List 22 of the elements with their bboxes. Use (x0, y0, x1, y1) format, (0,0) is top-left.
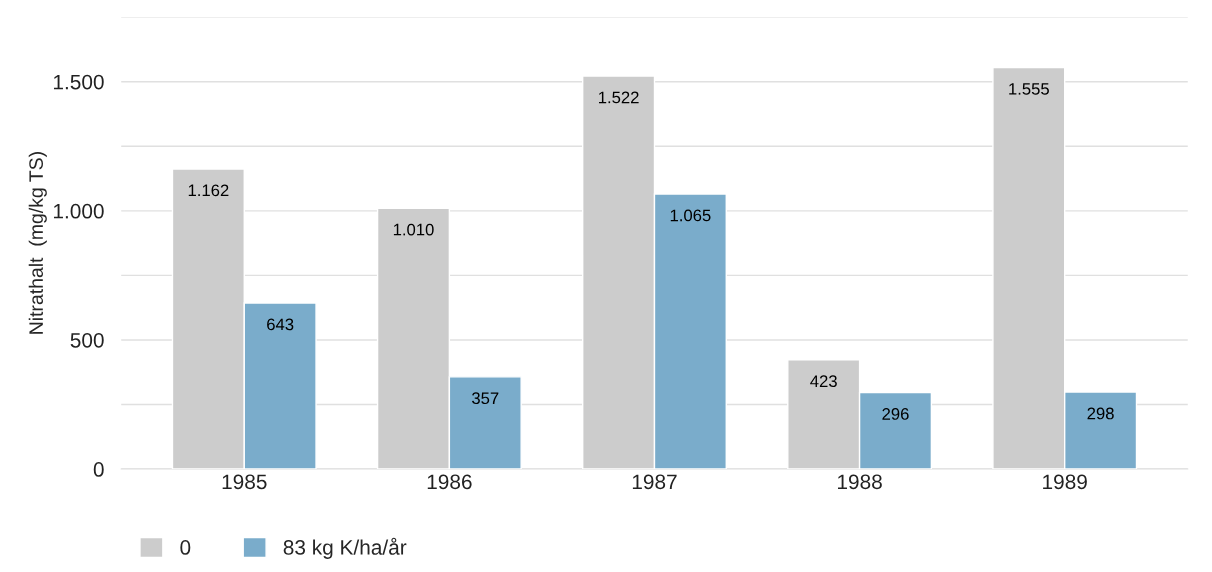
y-tick-label: 500 (70, 332, 104, 348)
x-tick-label: 1985 (222, 474, 267, 490)
legend-label: 83 kg K/ha/år (283, 537, 407, 559)
data-label: 1.555 (1009, 83, 1049, 95)
x-tick-label: 1986 (427, 474, 472, 490)
y-tick-label: 1.000 (53, 203, 104, 219)
data-label: 1.162 (188, 184, 229, 197)
y-axis-title: Nitrathalt (mg/kg TS) (28, 152, 47, 334)
x-tick-label: 1988 (838, 474, 882, 490)
legend-label: 0 (180, 540, 191, 555)
y-tick-label: 1.500 (53, 74, 104, 90)
data-label: 357 (472, 392, 499, 405)
data-label: 1.522 (599, 91, 639, 104)
data-label: 298 (1087, 407, 1114, 420)
data-label: 643 (267, 318, 294, 331)
data-label: 423 (810, 375, 837, 388)
x-tick-label: 1989 (1043, 474, 1087, 490)
data-label: 1.010 (393, 223, 434, 236)
data-label: 296 (882, 408, 909, 420)
x-tick-label: 1987 (632, 474, 677, 490)
data-label: 1.065 (670, 209, 711, 222)
y-tick-label: 0 (93, 462, 104, 477)
